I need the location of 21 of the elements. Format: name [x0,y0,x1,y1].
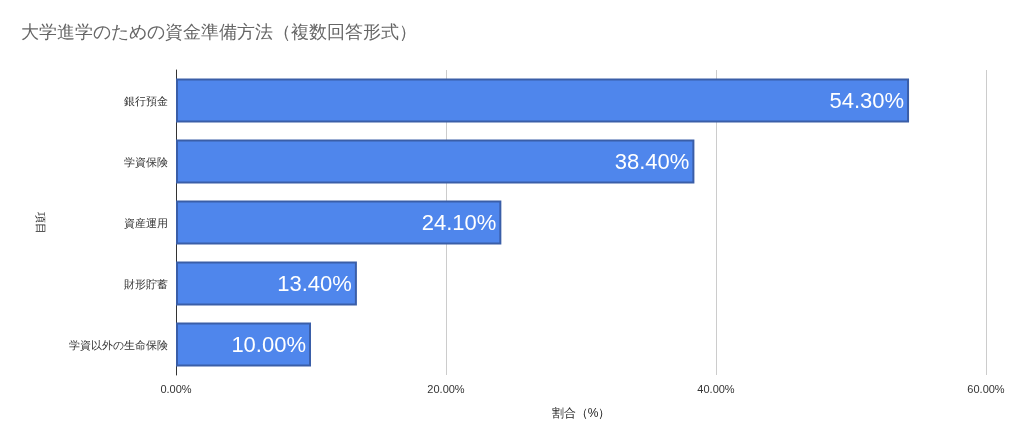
y-tick-label: 財形貯蓄 [124,277,168,290]
chart-title: 大学進学のための資金準備方法（複数回答形式） [21,22,417,42]
bar [176,78,910,123]
bar [176,200,502,245]
y-tick-label: 銀行預金 [124,94,168,107]
x-tick-label: 0.00% [160,382,192,395]
data-label: 24.10% [421,210,497,235]
x-tick-label: 20.00% [427,382,465,395]
x-tick-label: 60.00% [967,382,1005,395]
data-label: 38.40% [614,149,690,174]
data-label: 54.30% [829,88,905,113]
data-label: 13.40% [277,271,352,296]
data-label: 10.00% [231,332,306,357]
y-tick-label: 学資保険 [124,155,168,168]
bar [176,261,357,306]
x-tick-label: 40.00% [697,382,735,395]
y-axis-title: 項目 [34,211,47,234]
y-tick-label: 資産運用 [124,216,168,229]
y-tick-label: 学資以外の生命保険 [69,338,168,351]
x-axis-title: 割合（%） [551,406,611,420]
bar [176,139,695,184]
